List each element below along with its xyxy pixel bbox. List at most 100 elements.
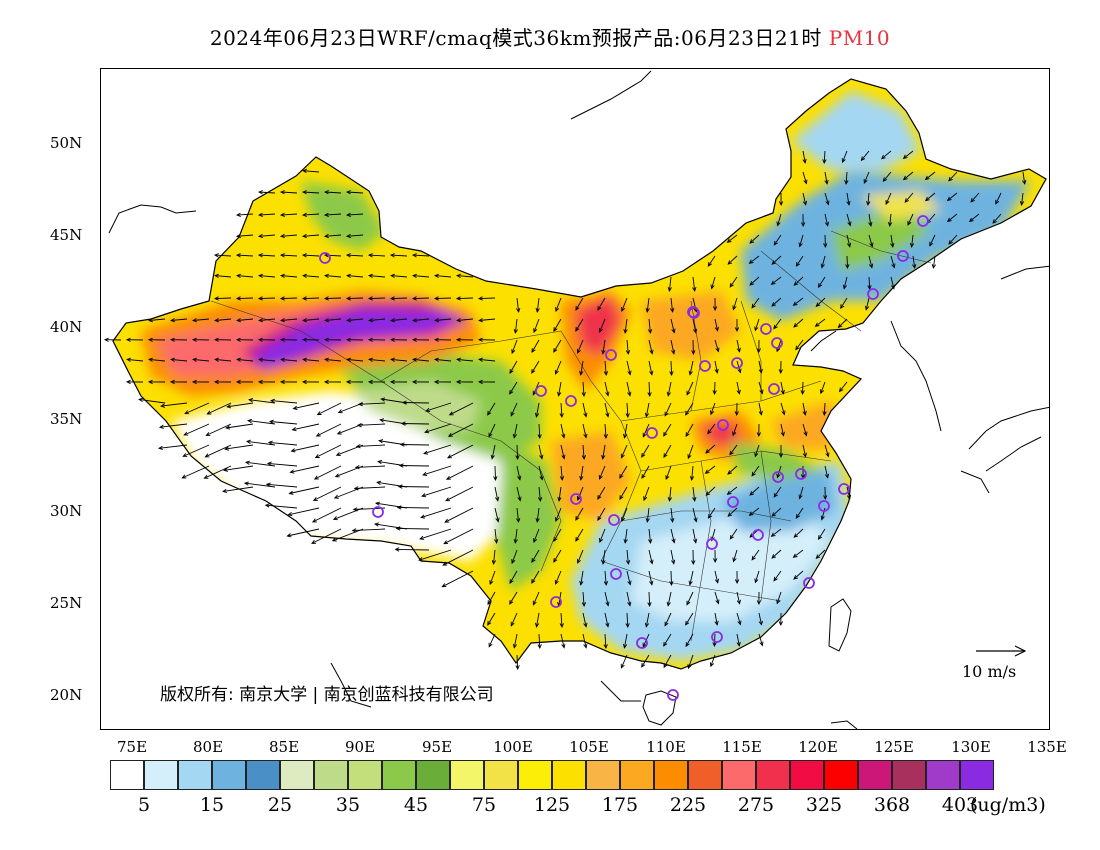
wind-vector-head [793, 533, 799, 538]
wind-vector [420, 507, 452, 519]
wind-vector-head [280, 318, 285, 323]
wind-vector [710, 402, 716, 415]
wind-vector-head [729, 534, 734, 540]
wind-vector-head [576, 558, 581, 564]
wind-vector [222, 486, 254, 492]
wind-vector-head [792, 553, 798, 558]
wind-vector [736, 360, 741, 373]
wind-vector-head [264, 503, 270, 508]
legend-swatch [518, 760, 552, 790]
wind-vector [626, 549, 629, 564]
station-marker [752, 529, 764, 541]
wind-vector-head [389, 337, 395, 342]
wind-vector [421, 486, 452, 497]
wind-vector [268, 441, 298, 446]
wind-vector [412, 254, 430, 257]
wind-vector [773, 318, 782, 329]
wind-vector-head [798, 242, 803, 248]
wind-vector-head [685, 432, 690, 438]
wind-vector [237, 358, 254, 362]
wind-vector [692, 297, 697, 312]
wind-vector [582, 444, 585, 460]
wind-vector [555, 360, 562, 375]
legend-swatch [858, 760, 892, 790]
station-marker [760, 323, 772, 335]
wind-vector-head [312, 497, 318, 501]
wind-vector-head [148, 357, 153, 362]
wind-vector-head [160, 403, 166, 408]
wind-vector [824, 213, 829, 226]
wind-vector-head [509, 389, 514, 395]
wind-vector [604, 423, 607, 439]
wind-vector [509, 360, 518, 374]
wind-vector-head [714, 578, 720, 584]
wind-vector-head [421, 493, 427, 498]
wind-vector-head [279, 337, 285, 342]
wind-vector [823, 150, 826, 164]
wind-vector [648, 381, 651, 397]
wind-vector [907, 213, 914, 226]
wind-vector-head [667, 496, 672, 502]
wind-vector-head [734, 327, 740, 333]
wind-vector-head [622, 643, 628, 649]
wind-vector-head [904, 198, 909, 203]
wind-vector-head [509, 369, 514, 374]
wind-vector [802, 381, 804, 395]
wind-vector-head [236, 273, 241, 278]
wind-vector [413, 275, 430, 278]
wind-vector-head [776, 221, 781, 227]
wind-vector [771, 528, 782, 537]
wind-vector-head [214, 357, 219, 362]
wind-vector [868, 276, 871, 290]
wind-vector-head [819, 389, 825, 395]
wind-vector [776, 591, 782, 604]
wind-vector-head [455, 296, 461, 301]
wind-vector [776, 339, 782, 352]
wind-vector-head [554, 369, 559, 375]
wind-vector [861, 150, 870, 161]
wind-vector [533, 318, 540, 333]
wind-vector-head [258, 357, 263, 362]
wind-vector [604, 360, 607, 376]
wind-vector [771, 255, 782, 265]
wind-vector [670, 570, 672, 586]
wind-vector [773, 570, 782, 582]
wind-vector-head [583, 412, 588, 418]
wind-vector-head [946, 196, 952, 202]
station-marker [711, 631, 723, 643]
wind-vector-head [158, 424, 164, 429]
wind-vector [686, 381, 694, 395]
wind-vector-head [561, 454, 566, 460]
wind-vector [397, 506, 430, 509]
wind-vector [400, 444, 430, 446]
wind-vector [487, 402, 496, 416]
wind-vector-head [841, 158, 846, 164]
wind-vector-head [707, 261, 713, 267]
wind-vector-head [442, 561, 448, 566]
wind-vector-head [712, 642, 717, 648]
wind-vector [281, 318, 298, 321]
wind-vector [1021, 192, 1024, 205]
wind-vector-head [924, 196, 930, 202]
wind-vector [446, 465, 474, 480]
wind-vector-head [280, 273, 285, 278]
wind-vector [815, 549, 826, 559]
wind-vector [815, 318, 826, 327]
wind-vector [868, 213, 872, 226]
wind-vector [727, 234, 738, 243]
wind-vector [663, 423, 672, 437]
wind-vector [555, 570, 562, 585]
wind-vector-head [495, 496, 500, 502]
wind-vector [516, 486, 521, 501]
wind-vector-head [622, 433, 628, 439]
wind-vector-head [169, 337, 175, 342]
wind-vector-head [533, 328, 538, 334]
wind-vector-head [815, 554, 821, 560]
wind-vector-head [669, 581, 674, 587]
wind-vector [620, 444, 628, 458]
wind-vector [449, 402, 474, 416]
wind-vector-head [773, 492, 778, 498]
wind-vector-head [671, 538, 676, 544]
wind-vectors [103, 150, 1027, 671]
wind-vector-head [825, 200, 830, 206]
